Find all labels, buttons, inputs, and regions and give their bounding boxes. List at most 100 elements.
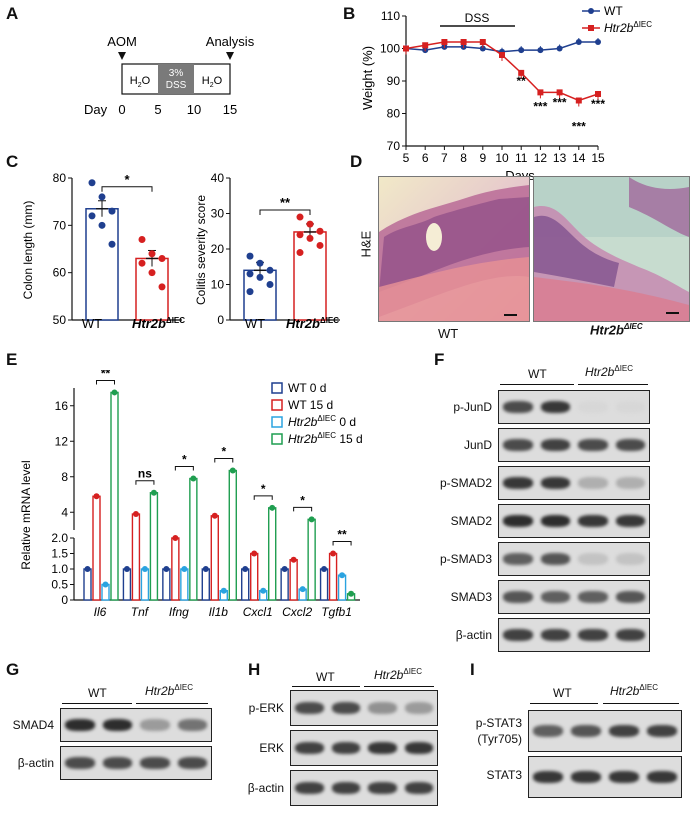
- c-dot: [316, 241, 324, 249]
- e-dot: [102, 581, 109, 588]
- b-xtick-label: 10: [495, 151, 509, 165]
- b-point: [441, 39, 448, 45]
- c-dot: [266, 266, 274, 274]
- e-dot: [123, 566, 130, 572]
- b-marks: ***** *********: [403, 38, 605, 134]
- blot-band: [578, 629, 608, 641]
- c-dot: [296, 231, 304, 239]
- e-ytick-label: 12: [55, 434, 69, 448]
- day-tick: 15: [223, 102, 237, 117]
- e-sig-label: ns: [138, 467, 152, 481]
- c-ytick-label: 60: [53, 266, 67, 280]
- e-marks: Il6 ** Tnf ns Ifng * Il1b * Cxcl1 * Cxcl2 * Tgfb1 **: [83, 370, 356, 619]
- e-legend-label: Htr2bΔIEC 0 d: [288, 414, 356, 429]
- day-tick: 10: [187, 102, 201, 117]
- blot-band: [578, 401, 608, 413]
- blot-label: p-SMAD2: [439, 476, 492, 490]
- c-ytick-label: 70: [53, 218, 67, 232]
- blot-band: [571, 725, 601, 737]
- c-left-ylabel: Colon length (mm): [21, 201, 35, 300]
- e-dot: [84, 566, 91, 572]
- blot-band: [540, 401, 570, 413]
- c-dot: [148, 250, 156, 258]
- c-dot: [158, 283, 166, 291]
- b-xtick-label: 9: [479, 151, 486, 165]
- blot-band: [540, 515, 570, 527]
- panel-letter-f: F: [434, 350, 445, 369]
- e-bar: [180, 568, 189, 601]
- blot-band: [578, 553, 608, 565]
- he-label-ko: Htr2bΔIEC: [590, 322, 643, 338]
- c-dot: [296, 249, 304, 257]
- panel-letter-h: H: [248, 660, 261, 679]
- e-sig-label: **: [101, 370, 111, 380]
- b-point: [556, 45, 563, 52]
- e-bar: [328, 552, 338, 601]
- e-legend-label: WT 0 d: [288, 381, 326, 395]
- he-side-label: H&E: [358, 230, 374, 258]
- c-right-x-ko: Htr2bΔIEC: [286, 316, 339, 331]
- e-legend: WT 0 d WT 15 d Htr2bΔIEC 0 d Htr2bΔIEC 15 d: [271, 381, 363, 446]
- b-point: [537, 89, 544, 96]
- h2o-first: H2O: [130, 75, 151, 89]
- e-dot: [299, 586, 306, 593]
- h-head-ko: Htr2bΔIEC: [374, 667, 423, 682]
- blot-band: [647, 771, 677, 783]
- e-bar: [228, 469, 237, 601]
- colon-bar-charts: Colon length (mm) Colitis severity score…: [21, 171, 340, 331]
- e-sig-bracket: [135, 480, 155, 485]
- b-xtick-label: 12: [534, 151, 548, 165]
- b-xtick-label: 13: [553, 151, 567, 165]
- b-ytick-label: 100: [380, 42, 400, 56]
- e-dot: [150, 489, 157, 496]
- blot-band: [609, 725, 639, 737]
- f-head-wt: WT: [528, 367, 547, 381]
- b-point: [537, 47, 544, 54]
- b-ytick-label: 110: [381, 9, 400, 23]
- day-tick: 0: [118, 102, 125, 117]
- g-head-line-ko: [136, 703, 208, 704]
- blot-band: [331, 742, 360, 754]
- blot-band: [404, 742, 433, 754]
- e-dot: [141, 566, 148, 572]
- blot-strip: [60, 746, 212, 780]
- blot-strip: [290, 690, 438, 726]
- blot-band: [615, 477, 645, 489]
- e-sig-bracket: [253, 495, 273, 500]
- blot-band: [540, 477, 570, 489]
- panel-letter-c: C: [6, 152, 19, 171]
- e-bar: [171, 537, 180, 601]
- c-dot: [88, 179, 96, 187]
- blot-strip: [528, 710, 682, 752]
- c-dot: [306, 220, 314, 228]
- b-sig-label: ***: [591, 97, 605, 111]
- blot-label: (Tyr705): [477, 732, 522, 746]
- blot-band: [540, 439, 570, 451]
- blot-band: [578, 477, 608, 489]
- b-ytick-label: 90: [387, 74, 401, 88]
- b-ytick-label: 70: [387, 139, 401, 153]
- i-head-line-ko: [603, 703, 679, 704]
- blot-label: SMAD4: [12, 718, 54, 732]
- b-point: [460, 39, 467, 45]
- c-right-x-wt: WT: [245, 316, 265, 331]
- legend-ko-label: Htr2bΔIEC: [604, 20, 652, 35]
- e-dot: [308, 516, 315, 523]
- c-dot: [148, 269, 156, 277]
- e-ytick-label: 1.5: [51, 547, 68, 561]
- b-point: [518, 47, 525, 54]
- blot-band: [615, 591, 645, 603]
- panel-letter-g: G: [6, 660, 20, 679]
- g-head-wt: WT: [88, 686, 107, 700]
- e-dot: [330, 550, 337, 557]
- i-head-wt: WT: [553, 686, 572, 700]
- b-point: [403, 45, 409, 52]
- blot-band: [578, 439, 608, 451]
- b-point: [575, 97, 582, 104]
- e-dot: [111, 389, 118, 396]
- e-gene-label: Tgfb1: [321, 605, 352, 619]
- day-tick: 5: [154, 102, 161, 117]
- c-ytick-label: 20: [211, 242, 225, 256]
- blot-band: [140, 719, 170, 731]
- b-xtick-label: 14: [572, 151, 586, 165]
